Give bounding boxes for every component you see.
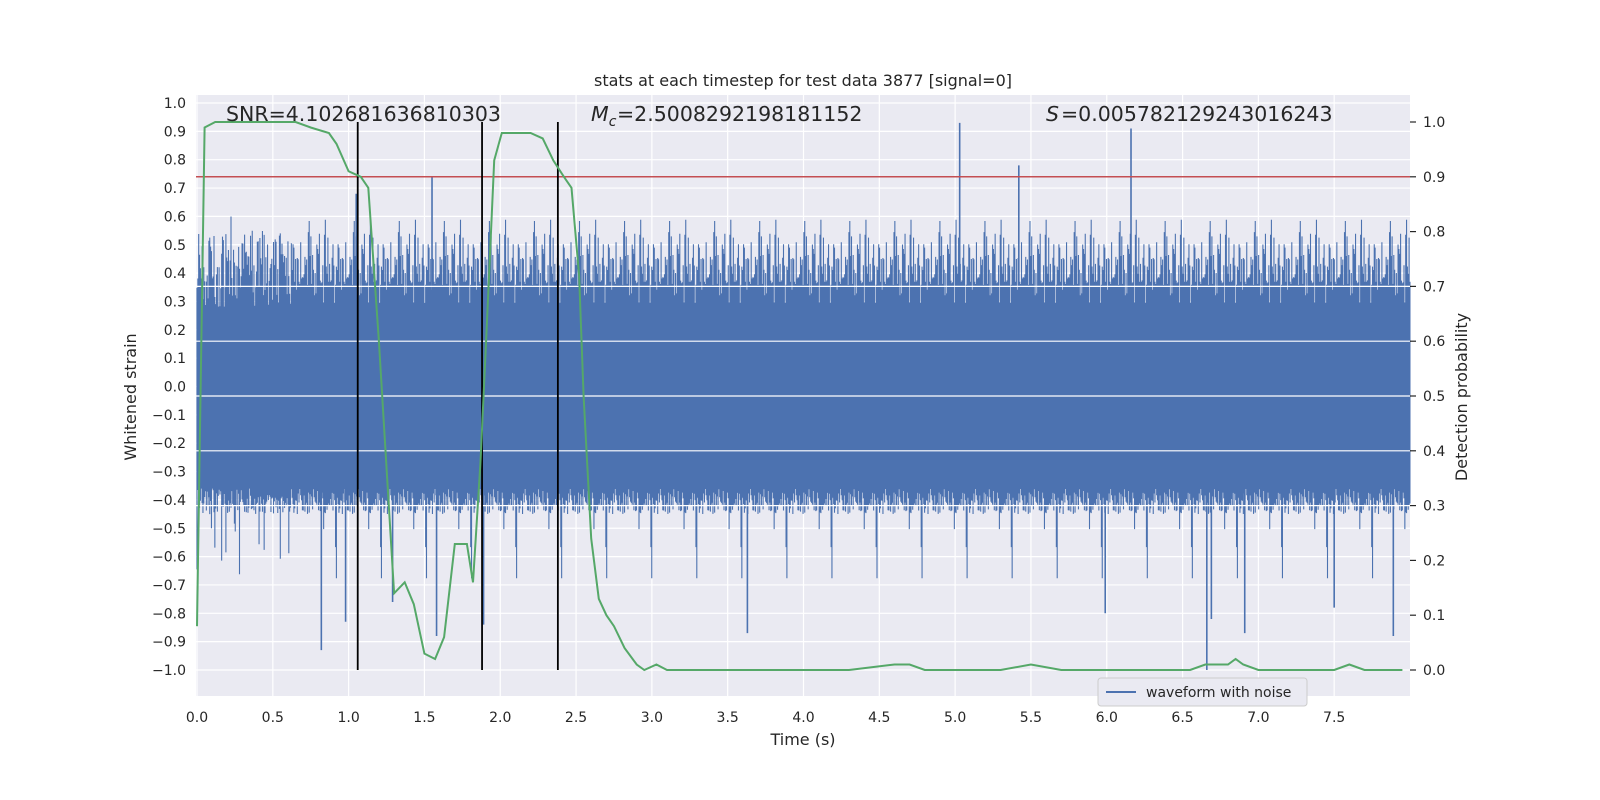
y-tick-label: −0.8 (152, 606, 186, 622)
y-tick-label: −0.7 (152, 578, 186, 594)
x-tick-label: 2.5 (565, 710, 587, 726)
snr-annotation: SNR=4.102681636810303 (226, 102, 501, 126)
y2-tick-label: 0.8 (1423, 225, 1445, 241)
detection-probability-line (196, 121, 1403, 672)
legend-label-waveform: waveform with noise (1146, 685, 1291, 701)
x-tick-label: 0.5 (262, 710, 284, 726)
chart-title: stats at each timestep for test data 387… (594, 71, 1012, 90)
y-tick-label: 0.4 (164, 266, 186, 282)
x-tick-label: 7.5 (1323, 710, 1345, 726)
s-value: =0.005782129243016243 (1061, 102, 1333, 126)
y-tick-label: −0.4 (152, 493, 186, 509)
y-axis-label: Whitened strain (121, 333, 140, 460)
y2-tick-label: 0.3 (1423, 499, 1445, 515)
x-tick-label: 5.5 (1020, 710, 1042, 726)
x-tick-label: 3.5 (717, 710, 739, 726)
y-tick-label: 0.9 (164, 124, 186, 140)
y-tick-label: −0.3 (152, 465, 186, 481)
x-tick-label: 0.0 (186, 710, 208, 726)
s-annotation: S =0.005782129243016243 (1046, 102, 1333, 126)
x-tick-label: 1.5 (413, 710, 435, 726)
legend: waveform with noise (1097, 677, 1308, 707)
y2-tick-label: 0.2 (1423, 553, 1445, 569)
y-tick-label: 0.8 (164, 153, 186, 169)
chirp-mass-annotation: Mc =2.5008292198181152 (591, 102, 862, 130)
y2-tick-label: 0.7 (1423, 279, 1445, 295)
y2-tick-label: 0.9 (1423, 170, 1445, 186)
chirp-mass-value: =2.5008292198181152 (617, 102, 862, 126)
y2-tick-label: 1.0 (1423, 115, 1445, 131)
x-tick-label: 6.0 (1096, 710, 1118, 726)
x-tick-label: 4.0 (792, 710, 814, 726)
y-tick-label: 0.7 (164, 181, 186, 197)
y-tick-label: −0.9 (152, 635, 186, 651)
y2-tick-label: 0.5 (1423, 389, 1445, 405)
y2-axis-label: Detection probability (1452, 313, 1471, 481)
y2-tick-label: 0.6 (1423, 334, 1445, 350)
y-tick-label: 0.1 (164, 351, 186, 367)
y-tick-label: −0.5 (152, 521, 186, 537)
y2-tick-label: 0.0 (1423, 663, 1445, 679)
overlay-series (196, 121, 1410, 672)
y2-tick-label: 0.1 (1423, 608, 1445, 624)
y-tick-label: −1.0 (152, 663, 186, 679)
y-tick-label: 0.0 (164, 380, 186, 396)
x-tick-label: 3.0 (641, 710, 663, 726)
x-axis-label: Time (s) (769, 730, 835, 749)
y-tick-label: 0.2 (164, 323, 186, 339)
y-tick-label: −0.2 (152, 436, 186, 452)
s-symbol: S (1046, 102, 1059, 126)
y2-tick-label: 0.4 (1423, 444, 1445, 460)
axis-ticks: 0.0 0.5 1.0 1.5 2.0 2.5 3.0 3.5 4.0 4.5 5.0 5.5 6.0 6… (152, 96, 1445, 726)
y-tick-label: 0.5 (164, 238, 186, 254)
x-tick-label: 4.5 (868, 710, 890, 726)
x-tick-label: 7.0 (1247, 710, 1269, 726)
waveform-series (196, 122, 1411, 670)
x-tick-label: 5.0 (944, 710, 966, 726)
y-tick-label: 0.3 (164, 294, 186, 310)
waveform-core-band (197, 324, 1410, 472)
x-tick-label: 1.0 (337, 710, 359, 726)
x-tick-label: 2.0 (489, 710, 511, 726)
legend-box (1097, 677, 1308, 707)
y-tick-label: −0.1 (152, 408, 186, 424)
y-tick-label: 0.6 (164, 209, 186, 225)
y-tick-label: 1.0 (164, 96, 186, 112)
y-tick-label: −0.6 (152, 550, 186, 566)
x-tick-label: 6.5 (1171, 710, 1193, 726)
